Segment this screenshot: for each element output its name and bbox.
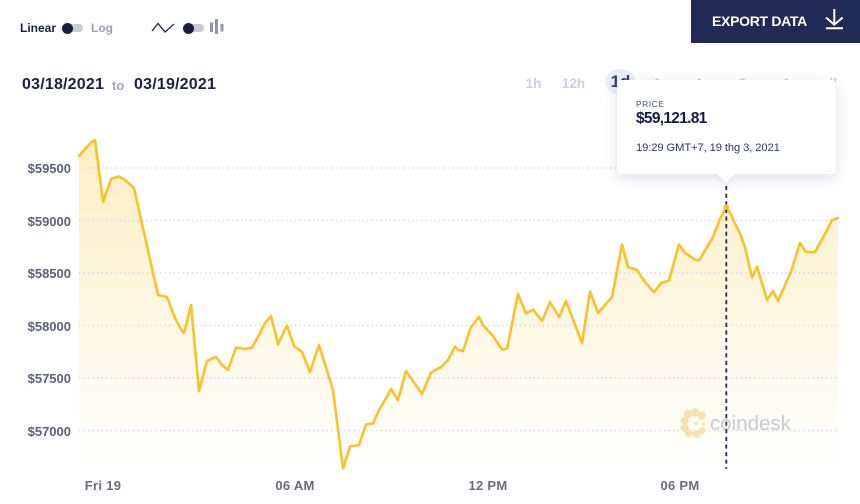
- svg-text:coindesk: coindesk: [710, 412, 792, 435]
